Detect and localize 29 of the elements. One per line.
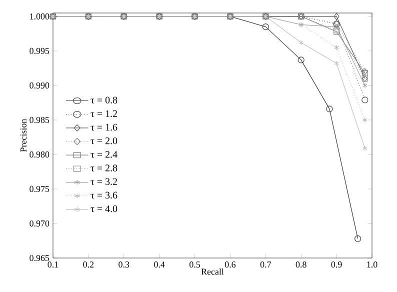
y-tick-label: 0.985 — [30, 116, 50, 124]
x-tick-label: 1.0 — [367, 262, 378, 268]
x-tick-label: 0.8 — [296, 262, 306, 268]
legend-label: τ = 1.2 — [90, 110, 117, 118]
y-tick-label: 0.990 — [30, 82, 50, 89]
y-tick-label: 1.000 — [30, 13, 50, 20]
x-tick-label: 0.1 — [48, 262, 58, 268]
legend-label: τ = 2.0 — [90, 137, 118, 144]
y-tick-label: 0.965 — [30, 254, 50, 262]
x-tick-label: 0.3 — [118, 262, 130, 268]
legend-label: τ = 3.6 — [90, 192, 118, 199]
x-tick-label: 0.7 — [260, 262, 271, 268]
legend-label: τ = 2.8 — [90, 164, 118, 172]
x-tick-label: 0.6 — [224, 262, 236, 268]
x-tick-label: 0.5 — [190, 262, 200, 268]
y-tick-label: 0.975 — [30, 186, 50, 192]
legend-label: τ = 2.4 — [90, 151, 118, 158]
legend-label: τ = 0.8 — [90, 96, 118, 104]
y-tick-label: 0.995 — [30, 48, 50, 54]
x-axis-title: Recall — [201, 268, 224, 275]
legend-label: τ = 3.2 — [90, 178, 117, 185]
y-tick-label: 0.970 — [30, 220, 50, 227]
x-tick-label: 0.4 — [154, 262, 165, 268]
x-tick-label: 0.2 — [83, 262, 94, 268]
y-tick-label: 0.980 — [30, 151, 50, 158]
x-tick-label: 0.9 — [331, 262, 342, 268]
legend-label: τ = 1.6 — [90, 124, 118, 131]
y-axis-title: Precision — [20, 118, 26, 152]
legend-label: τ = 4.0 — [90, 205, 118, 212]
